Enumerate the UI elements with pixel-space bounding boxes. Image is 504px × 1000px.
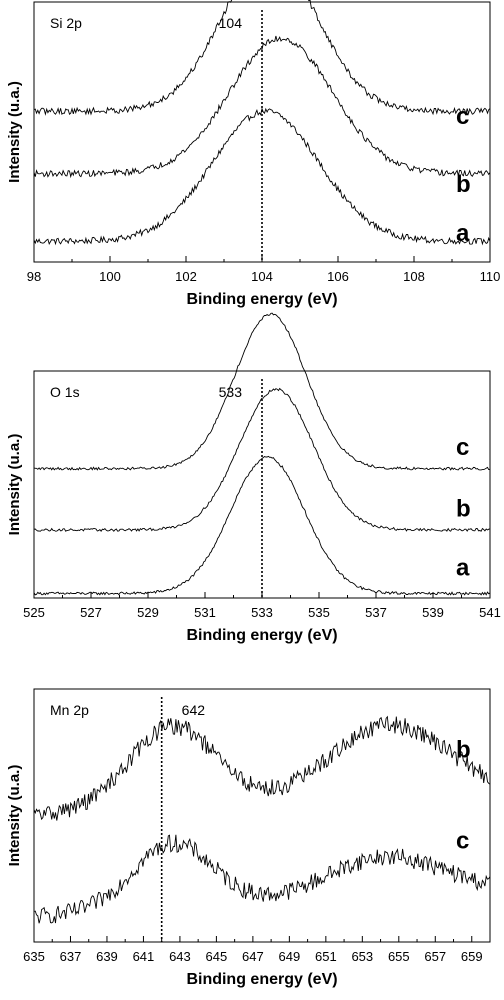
reference-label: 642 <box>182 702 206 718</box>
x-tick-label: 637 <box>60 949 82 964</box>
reference-label: 533 <box>219 384 243 400</box>
x-tick-label: 110 <box>480 269 501 284</box>
y-axis-label: Intensity (u.a.) <box>6 765 23 867</box>
x-tick-label: 639 <box>96 949 118 964</box>
x-tick-label: 541 <box>479 605 501 620</box>
panel-o-1s: 525 527 529 531 533 535 537 539 541 Binding energ… <box>6 312 501 644</box>
x-tick-label: 649 <box>279 949 301 964</box>
series-line-b <box>33 35 491 179</box>
panel-mn-2p: 635 637 639 641 643 645 647 649 651 653 655 657 659 B… <box>6 688 491 988</box>
series-label-c: c <box>456 434 469 461</box>
plot-frame <box>33 688 491 943</box>
y-axis-label: Intensity (u.a.) <box>6 81 23 183</box>
series-label-c: c <box>456 827 469 854</box>
x-tick-label: 651 <box>315 949 337 964</box>
x-tick-label: 108 <box>403 269 425 284</box>
panel-title: Si 2p <box>50 15 82 31</box>
x-tick-label: 655 <box>388 949 410 964</box>
x-tick-label: 647 <box>242 949 264 964</box>
x-axis-label: Binding energy (eV) <box>186 291 337 308</box>
x-tick-label: 525 <box>23 605 45 620</box>
x-tick-label: 653 <box>351 949 373 964</box>
series-label-c: c <box>456 103 469 130</box>
x-axis-label: Binding energy (eV) <box>186 971 337 988</box>
x-tick-label: 529 <box>137 605 159 620</box>
x-tick-label: 535 <box>308 605 330 620</box>
y-axis-label: Intensity (u.a.) <box>6 434 23 536</box>
panel-title: Mn 2p <box>50 702 89 718</box>
x-tick-label: 641 <box>133 949 155 964</box>
series-line-c <box>33 0 491 116</box>
x-tick-label: 635 <box>23 949 45 964</box>
x-tick-label: 106 <box>327 269 349 284</box>
series-label-a: a <box>456 220 470 247</box>
x-tick-label: 98 <box>27 269 41 284</box>
panel-si-2p: 98 100 102 104 106 108 110 Binding energy (eV) I… <box>6 0 500 308</box>
series-line-b <box>33 387 491 532</box>
series-line-c <box>33 834 491 924</box>
x-axis-label: Binding energy (eV) <box>186 627 337 644</box>
reference-label: 104 <box>219 15 243 31</box>
x-tick-label: 643 <box>169 949 191 964</box>
series-label-a: a <box>456 554 470 581</box>
series-label-b: b <box>456 495 471 522</box>
x-tick-label: 533 <box>251 605 273 620</box>
x-tick-label: 539 <box>422 605 444 620</box>
x-tick-label: 100 <box>99 269 121 284</box>
x-tick-label: 531 <box>194 605 216 620</box>
x-tick-label: 659 <box>461 949 483 964</box>
x-tick-label: 104 <box>251 269 273 284</box>
series-line-a <box>33 107 491 246</box>
x-tick-label: 102 <box>175 269 197 284</box>
series-label-b: b <box>456 736 471 763</box>
panel-title: O 1s <box>50 384 80 400</box>
series-label-b: b <box>456 171 471 198</box>
series-line-a <box>33 455 491 596</box>
x-tick-label: 645 <box>206 949 228 964</box>
x-tick-label: 537 <box>365 605 387 620</box>
series-line-c <box>33 312 490 471</box>
x-tick-label: 657 <box>424 949 446 964</box>
x-tick-label: 527 <box>80 605 102 620</box>
series-line-b <box>33 715 491 821</box>
